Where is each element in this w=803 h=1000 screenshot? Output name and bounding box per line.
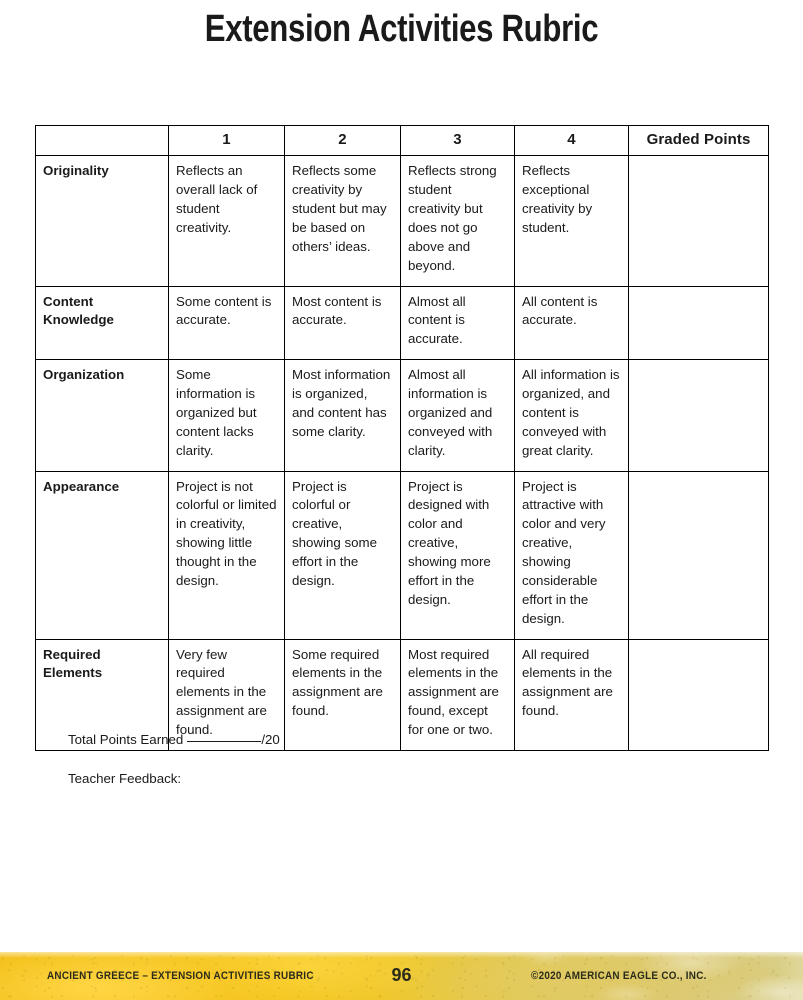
header-cell-level-4: 4 bbox=[514, 124, 629, 157]
cell-level-2: Project is colorful or creative, showing… bbox=[284, 470, 401, 640]
criterion-label: Content Knowledge bbox=[35, 285, 169, 361]
cell-graded-points[interactable] bbox=[628, 470, 769, 640]
table-row: Organization Some information is organiz… bbox=[35, 359, 769, 472]
cell-graded-points[interactable] bbox=[628, 155, 769, 287]
cell-level-4: All required elements in the assignment … bbox=[514, 638, 629, 751]
total-points-label: Total Points Earned bbox=[68, 731, 184, 747]
table-row: Appearance Project is not colorful or li… bbox=[35, 470, 769, 640]
total-points-field: Total Points Earned/20 bbox=[68, 730, 280, 747]
form-fields: Total Points Earned/20 Teacher Feedback: bbox=[68, 730, 280, 810]
cell-graded-points[interactable] bbox=[628, 359, 769, 472]
page-title: Extension Activities Rubric bbox=[204, 8, 599, 50]
criterion-label: Organization bbox=[35, 359, 169, 472]
cell-level-2: Reflects some creativity by student but … bbox=[284, 155, 401, 287]
cell-graded-points[interactable] bbox=[628, 638, 769, 751]
criterion-label: Originality bbox=[35, 155, 169, 287]
cell-level-1: Some information is organized but conten… bbox=[168, 359, 285, 472]
footer-band: Ancient Greece – Extension Activities Ru… bbox=[0, 952, 803, 1000]
teacher-feedback-field: Teacher Feedback: bbox=[68, 771, 280, 786]
table-row: Originality Reflects an overall lack of … bbox=[35, 155, 769, 287]
cell-level-3: Most required elements in the assignment… bbox=[400, 638, 515, 751]
header-cell-criterion bbox=[35, 124, 169, 157]
cell-level-1: Project is not colorful or limited in cr… bbox=[168, 470, 285, 640]
header-cell-level-3: 3 bbox=[400, 124, 515, 157]
table-row: Content Knowledge Some content is accura… bbox=[35, 285, 769, 361]
header-cell-level-2: 2 bbox=[284, 124, 401, 157]
criterion-label: Appearance bbox=[35, 470, 169, 640]
rubric-table: 1 2 3 4 Graded Points Originality Reflec… bbox=[35, 124, 769, 751]
footer-copyright: ©2020 American Eagle Co., Inc. bbox=[531, 970, 707, 982]
footer-page-number: 96 bbox=[391, 965, 412, 985]
footer-left-label: Ancient Greece – Extension Activities Ru… bbox=[47, 970, 314, 982]
total-points-suffix: /20 bbox=[261, 731, 280, 747]
cell-level-3: Almost all information is organized and … bbox=[400, 359, 515, 472]
table-row: Required Elements Very few required elem… bbox=[35, 638, 769, 751]
cell-level-1: Reflects an overall lack of student crea… bbox=[168, 155, 285, 287]
criterion-label: Required Elements bbox=[35, 638, 169, 751]
cell-level-4: All content is accurate. bbox=[514, 285, 629, 361]
cell-graded-points[interactable] bbox=[628, 285, 769, 361]
cell-level-4: All information is organized, and conten… bbox=[514, 359, 629, 472]
footer-top-fade bbox=[0, 952, 803, 1000]
cell-level-3: Almost all content is accurate. bbox=[400, 285, 515, 361]
footer-text-layer: Ancient Greece – Extension Activities Ru… bbox=[0, 952, 803, 1000]
teacher-feedback-label: Teacher Feedback: bbox=[68, 770, 182, 786]
total-points-blank[interactable] bbox=[187, 730, 262, 742]
table-header-row: 1 2 3 4 Graded Points bbox=[35, 124, 769, 157]
cell-level-1: Some content is accurate. bbox=[168, 285, 285, 361]
cell-level-3: Project is designed with color and creat… bbox=[400, 470, 515, 640]
header-cell-level-1: 1 bbox=[168, 124, 285, 157]
cell-level-1: Very few required elements in the assign… bbox=[168, 638, 285, 751]
cell-level-2: Some required elements in the assignment… bbox=[284, 638, 401, 751]
cell-level-3: Reflects strong student creativity but d… bbox=[400, 155, 515, 287]
cell-level-2: Most content is accurate. bbox=[284, 285, 401, 361]
cell-level-4: Project is attractive with color and ver… bbox=[514, 470, 629, 640]
header-cell-graded-points: Graded Points bbox=[628, 124, 769, 157]
rubric-table-container: 1 2 3 4 Graded Points Originality Reflec… bbox=[35, 124, 769, 751]
cell-level-2: Most information is organized, and conte… bbox=[284, 359, 401, 472]
cell-level-4: Reflects exceptional creativity by stude… bbox=[514, 155, 629, 287]
